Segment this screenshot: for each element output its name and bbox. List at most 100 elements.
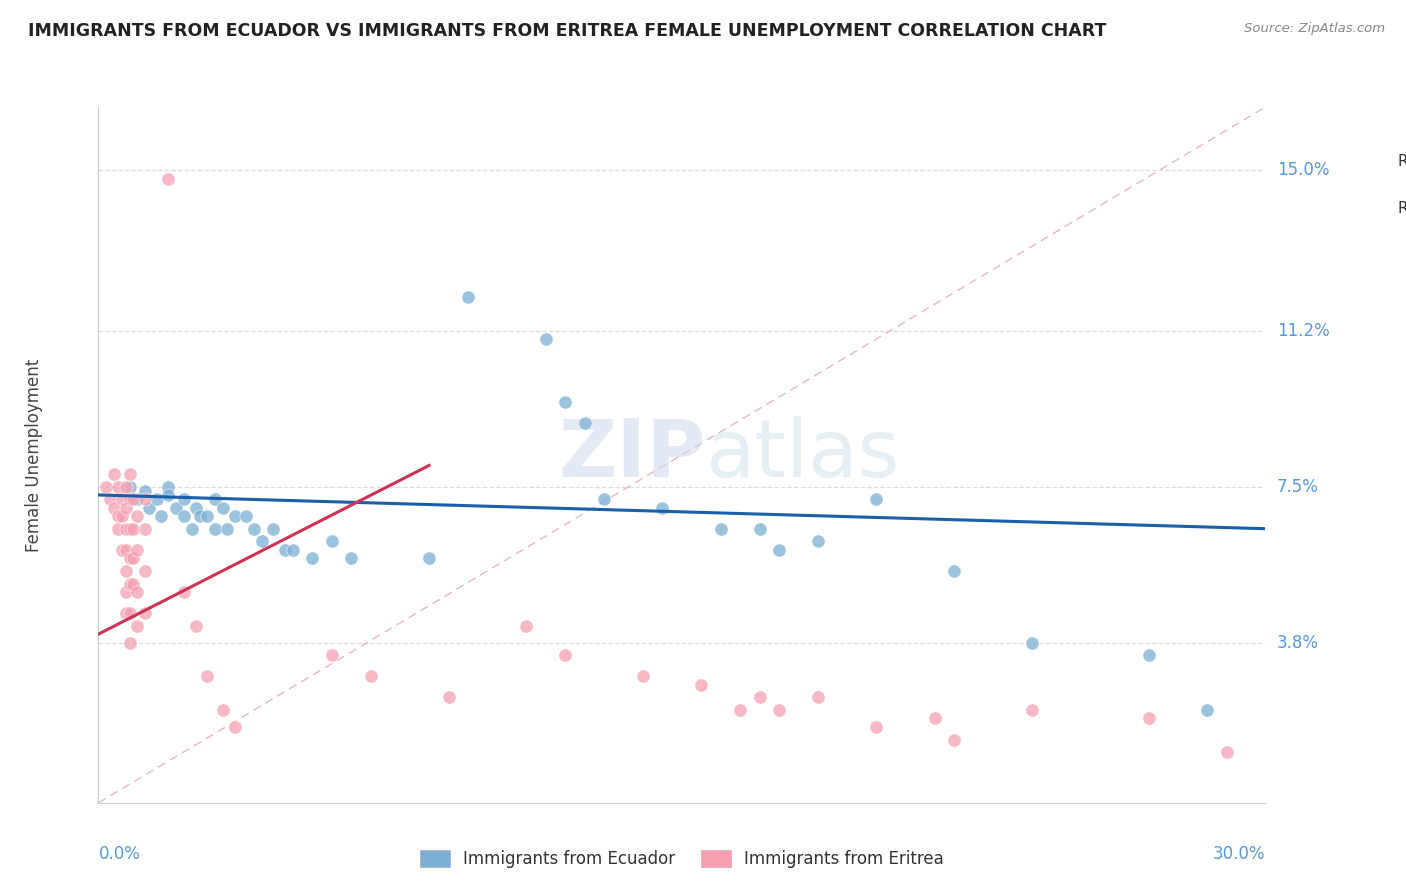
Point — [98, 492, 121, 507]
Point — [114, 500, 136, 515]
Point — [651, 500, 673, 515]
Point — [593, 492, 616, 507]
Point — [149, 509, 172, 524]
Point — [114, 542, 136, 557]
Point — [212, 703, 235, 717]
Point — [710, 522, 733, 536]
Point — [111, 509, 134, 524]
Point — [118, 467, 141, 481]
Point — [127, 492, 149, 507]
Text: R =: R = — [1398, 201, 1406, 216]
Point — [111, 492, 134, 507]
Point — [118, 606, 141, 620]
Point — [114, 564, 136, 578]
Point — [807, 690, 830, 705]
Point — [554, 395, 576, 409]
Text: ZIP: ZIP — [558, 416, 706, 494]
Point — [180, 522, 202, 536]
Point — [184, 618, 207, 632]
Point — [224, 509, 246, 524]
Point — [195, 509, 218, 524]
Point — [574, 417, 596, 431]
Point — [274, 542, 297, 557]
Text: Source: ZipAtlas.com: Source: ZipAtlas.com — [1244, 22, 1385, 36]
Point — [437, 690, 460, 705]
Point — [122, 492, 145, 507]
Text: 11.2%: 11.2% — [1277, 321, 1330, 340]
Point — [146, 492, 169, 507]
FancyBboxPatch shape — [1301, 112, 1406, 259]
Point — [114, 585, 136, 599]
Bar — [1336, 187, 1374, 229]
Point — [103, 467, 125, 481]
Point — [127, 509, 149, 524]
Point — [243, 522, 266, 536]
Point — [103, 500, 125, 515]
Point — [554, 648, 576, 663]
Point — [360, 669, 382, 683]
Point — [118, 492, 141, 507]
Point — [157, 479, 180, 493]
Point — [122, 522, 145, 536]
Point — [188, 509, 211, 524]
Point — [212, 500, 235, 515]
Text: R =: R = — [1398, 154, 1406, 169]
Point — [134, 492, 156, 507]
Point — [204, 492, 226, 507]
Point — [127, 618, 149, 632]
Text: 0.0%: 0.0% — [98, 845, 141, 863]
Point — [134, 483, 156, 498]
Point — [157, 488, 180, 502]
Point — [118, 479, 141, 493]
Point — [157, 171, 180, 186]
Point — [262, 522, 284, 536]
Point — [631, 669, 654, 683]
Text: IMMIGRANTS FROM ECUADOR VS IMMIGRANTS FROM ERITREA FEMALE UNEMPLOYMENT CORRELATI: IMMIGRANTS FROM ECUADOR VS IMMIGRANTS FR… — [28, 22, 1107, 40]
Point — [1021, 703, 1043, 717]
Point — [924, 711, 946, 725]
Point — [943, 564, 966, 578]
Point — [748, 690, 770, 705]
Point — [107, 522, 129, 536]
Point — [1137, 711, 1160, 725]
Point — [340, 551, 363, 566]
Point — [418, 551, 440, 566]
Point — [118, 635, 141, 649]
Point — [321, 534, 343, 549]
Point — [107, 509, 129, 524]
Point — [184, 500, 207, 515]
Point — [690, 678, 713, 692]
Text: Female Unemployment: Female Unemployment — [25, 359, 44, 551]
Point — [730, 703, 752, 717]
Point — [1215, 745, 1237, 759]
Point — [114, 522, 136, 536]
Point — [122, 551, 145, 566]
Point — [96, 479, 118, 493]
Point — [865, 492, 887, 507]
Text: 7.5%: 7.5% — [1277, 477, 1319, 496]
Point — [118, 551, 141, 566]
Point — [748, 522, 770, 536]
Point — [301, 551, 323, 566]
Point — [224, 720, 246, 734]
Point — [114, 606, 136, 620]
Point — [457, 290, 479, 304]
Point — [173, 492, 195, 507]
Text: 30.0%: 30.0% — [1213, 845, 1265, 863]
Point — [807, 534, 830, 549]
Point — [515, 618, 537, 632]
Text: 15.0%: 15.0% — [1277, 161, 1330, 179]
Point — [768, 703, 790, 717]
Point — [1195, 703, 1218, 717]
Point — [865, 720, 887, 734]
Point — [127, 542, 149, 557]
Point — [768, 542, 790, 557]
Point — [134, 522, 156, 536]
Point — [195, 669, 218, 683]
Point — [118, 576, 141, 591]
Point — [321, 648, 343, 663]
Point — [107, 479, 129, 493]
Point — [138, 500, 160, 515]
Point — [534, 332, 557, 346]
Text: 3.8%: 3.8% — [1277, 633, 1319, 651]
